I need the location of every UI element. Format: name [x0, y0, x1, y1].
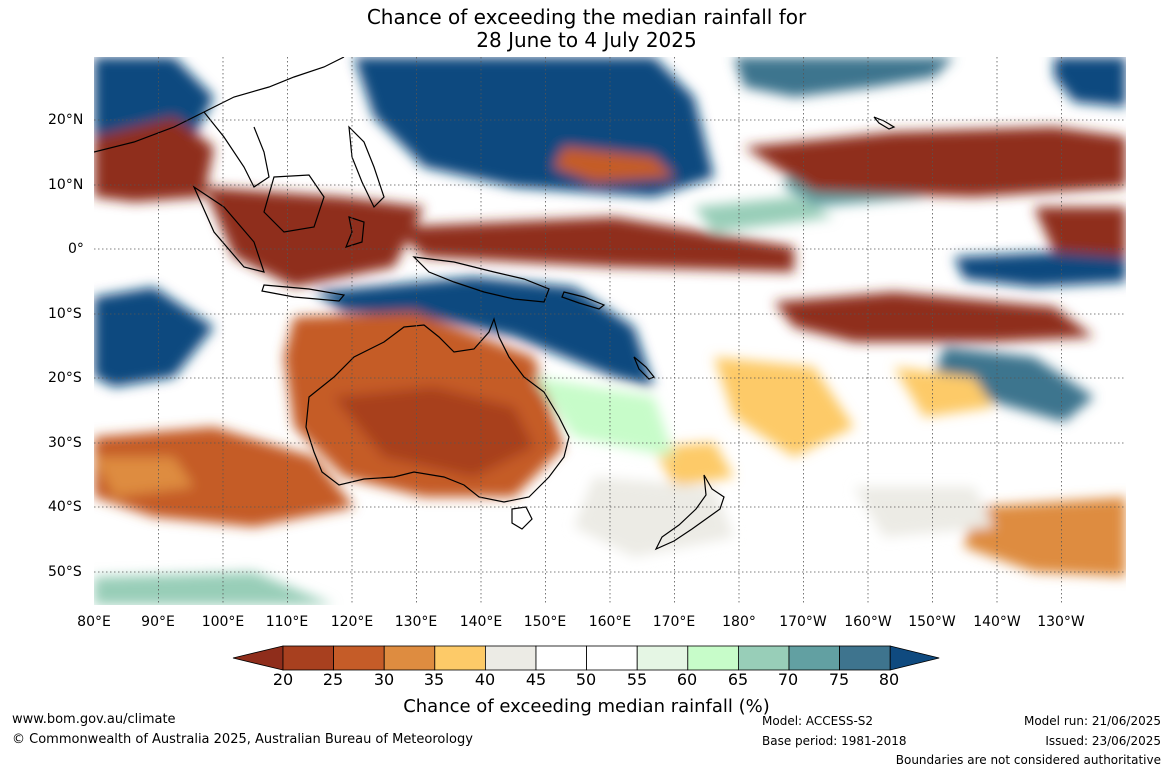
issued-text: Issued: 23/06/2025	[1045, 734, 1161, 748]
colorbar-cell	[484, 645, 537, 671]
base-period-text: Base period: 1981-2018	[762, 734, 907, 748]
rainfall-field	[94, 57, 1126, 605]
lon-label-120e: 120°E	[330, 614, 374, 630]
lon-label-160w: 160°W	[844, 614, 892, 630]
lat-label-0: 0°	[68, 241, 84, 257]
rainfall-map	[94, 57, 1126, 605]
copyright-text: © Commonwealth of Australia 2025, Austra…	[12, 732, 473, 747]
borneo-outline	[263, 174, 325, 233]
lon-label-140w: 140°W	[973, 614, 1021, 630]
colorbar-tick-20: 20	[272, 670, 294, 689]
colorbar-tick-30: 30	[373, 670, 395, 689]
tasmania-outline	[511, 506, 533, 530]
lon-label-150w: 150°W	[908, 614, 956, 630]
lon-label-180: 180°	[722, 614, 756, 630]
colorbar-tick-45: 45	[525, 670, 547, 689]
colorbar-cell	[383, 645, 436, 671]
asia-mainland-outline	[94, 57, 345, 153]
lat-label-30s: 30°S	[48, 435, 82, 451]
disclaimer-text: Boundaries are not considered authoritat…	[895, 753, 1161, 767]
map-title-line1: Chance of exceeding the median rainfall …	[366, 5, 807, 29]
lon-label-140e: 140°E	[459, 614, 503, 630]
map-title-line2: 28 June to 4 July 2025	[476, 28, 697, 52]
lat-label-50s: 50°S	[48, 564, 82, 580]
colorbar-tick-60: 60	[676, 670, 698, 689]
lon-label-150e: 150°E	[523, 614, 567, 630]
colorbar-cell	[535, 645, 587, 671]
colorbar-cell	[282, 645, 334, 671]
lat-label-40s: 40°S	[48, 499, 82, 515]
colorbar-tick-65: 65	[727, 670, 749, 689]
colorbar-cell	[586, 645, 638, 671]
colorbar-cell	[788, 645, 840, 671]
colorbar-cell	[434, 645, 486, 671]
colorbar-label: Chance of exceeding median rainfall (%)	[403, 696, 770, 717]
colorbar-tick-35: 35	[423, 670, 445, 689]
colorbar-cell	[333, 645, 385, 671]
lon-label-130w: 130°W	[1037, 614, 1085, 630]
lon-label-90e: 90°E	[141, 614, 175, 630]
lat-label-20n: 20°N	[48, 112, 84, 128]
colorbar-tick-55: 55	[626, 670, 648, 689]
model-run-text: Model run: 21/06/2025	[1023, 714, 1161, 728]
lon-label-100e: 100°E	[201, 614, 245, 630]
colorbar-tick-75: 75	[828, 670, 850, 689]
lat-label-10n: 10°N	[48, 177, 84, 193]
lon-label-160e: 160°E	[588, 614, 632, 630]
java-outline	[261, 284, 346, 302]
colorbar-tick-70: 70	[777, 670, 799, 689]
graticule	[94, 57, 1126, 605]
sulawesi-outline	[344, 216, 365, 248]
lon-label-130e: 130°E	[394, 614, 438, 630]
colorbar	[232, 645, 940, 671]
colorbar-cell	[737, 645, 790, 671]
colorbar-tick-25: 25	[322, 670, 344, 689]
lon-label-170e: 170°E	[652, 614, 696, 630]
colorbar-cell	[636, 645, 689, 671]
model-text: Model: ACCESS-S2	[762, 714, 874, 728]
lon-label-170w: 170°W	[779, 614, 827, 630]
australia-outline	[305, 317, 570, 503]
indochina-outline	[203, 111, 270, 188]
solomon-islands-outline	[561, 291, 606, 310]
lat-label-10s: 10°S	[48, 306, 82, 322]
lon-label-110e: 110°E	[265, 614, 309, 630]
colorbar-tick-40: 40	[474, 670, 496, 689]
lon-label-80e: 80°E	[77, 614, 111, 630]
new-zealand-outline	[654, 474, 725, 551]
philippines-outline	[348, 125, 385, 209]
lat-label-20s: 20°S	[48, 370, 82, 386]
colorbar-extend-high	[889, 645, 940, 671]
colorbar-cell	[687, 645, 739, 671]
colorbar-extend-low	[232, 645, 284, 671]
colorbar-tick-50: 50	[575, 670, 597, 689]
sumatra-outline	[192, 185, 265, 273]
colorbar-tick-80: 80	[878, 670, 900, 689]
website-link[interactable]: www.bom.gov.au/climate	[12, 712, 176, 727]
new-guinea-outline	[412, 256, 550, 303]
colorbar-cell	[839, 645, 891, 671]
